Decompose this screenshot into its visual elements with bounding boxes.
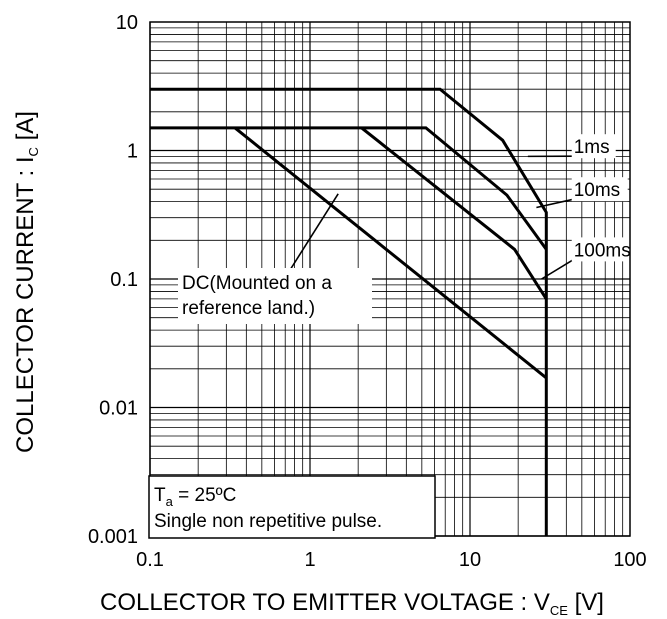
series-line-100ms (360, 126, 548, 300)
x-axis-title: COLLECTOR TO EMITTER VOLTAGE : VCE [V] (100, 589, 604, 618)
x-tick-label: 1 (304, 549, 315, 571)
annotation-dc-label-line: DC(Mounted on a (182, 273, 332, 294)
ambient-temp-label: Ta = 25ºC (154, 485, 236, 509)
y-axis-title-main: COLLECTOR CURRENT : I (12, 156, 39, 453)
x-tick-label: 100 (613, 549, 646, 571)
annotation-dc-label-line: reference land.) (182, 298, 315, 319)
annotation-1ms-label: 1ms (574, 137, 610, 158)
annotation-1ms-label-bg (571, 134, 616, 159)
y-axis-title-sub: C (26, 147, 41, 156)
x-axis-title-tail: [V] (568, 589, 604, 616)
y-tick-label: 0.001 (88, 526, 138, 548)
pulse-condition-label: Single non repetitive pulse. (154, 511, 382, 532)
annotation-layer: 1ms 10ms 100ms DC(Mounted on a reference lan… (178, 134, 640, 324)
x-tick-label: 0.1 (136, 549, 164, 571)
tick-labels: 0.1 1 10 100 10 1 0.1 0.01 0.001 (88, 12, 647, 571)
annotation-10ms-label: 10ms (574, 180, 620, 201)
series-line-1ms (150, 87, 548, 536)
conditions-box: Ta = 25ºC Single non repetitive pulse. (148, 475, 436, 539)
annotation-dc-leader-line (289, 193, 339, 271)
annotation-100ms-label: 100ms (574, 240, 631, 261)
annotation-dc-label-bg (178, 268, 372, 324)
annotation-10ms-label-bg (571, 177, 628, 202)
annotation-10ms-leader-line (536, 198, 574, 209)
series-layer (150, 87, 548, 536)
y-tick-label: 0.01 (99, 398, 138, 420)
annotation-100ms-label-bg (571, 237, 640, 262)
x-tick-label: 10 (459, 549, 481, 571)
y-tick-label: 1 (127, 141, 138, 163)
conditions-box-frame (148, 475, 436, 539)
x-axis-title-sub: CE (550, 603, 568, 618)
y-tick-label: 10 (116, 12, 138, 34)
y-axis-title: COLLECTOR CURRENT : IC [A] (12, 111, 41, 453)
y-tick-label: 0.1 (110, 269, 138, 291)
series-line-dc-mounted-on-a-reference-land (234, 126, 548, 380)
y-axis-title-tail: [A] (12, 111, 39, 147)
x-axis-title-main: COLLECTOR TO EMITTER VOLTAGE : V (100, 589, 550, 616)
series-line-10ms (150, 126, 548, 251)
annotation-100ms-leader-line (541, 258, 575, 280)
